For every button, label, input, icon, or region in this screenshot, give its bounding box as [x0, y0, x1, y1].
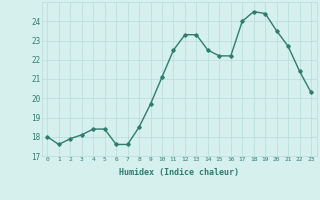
X-axis label: Humidex (Indice chaleur): Humidex (Indice chaleur) — [119, 168, 239, 177]
